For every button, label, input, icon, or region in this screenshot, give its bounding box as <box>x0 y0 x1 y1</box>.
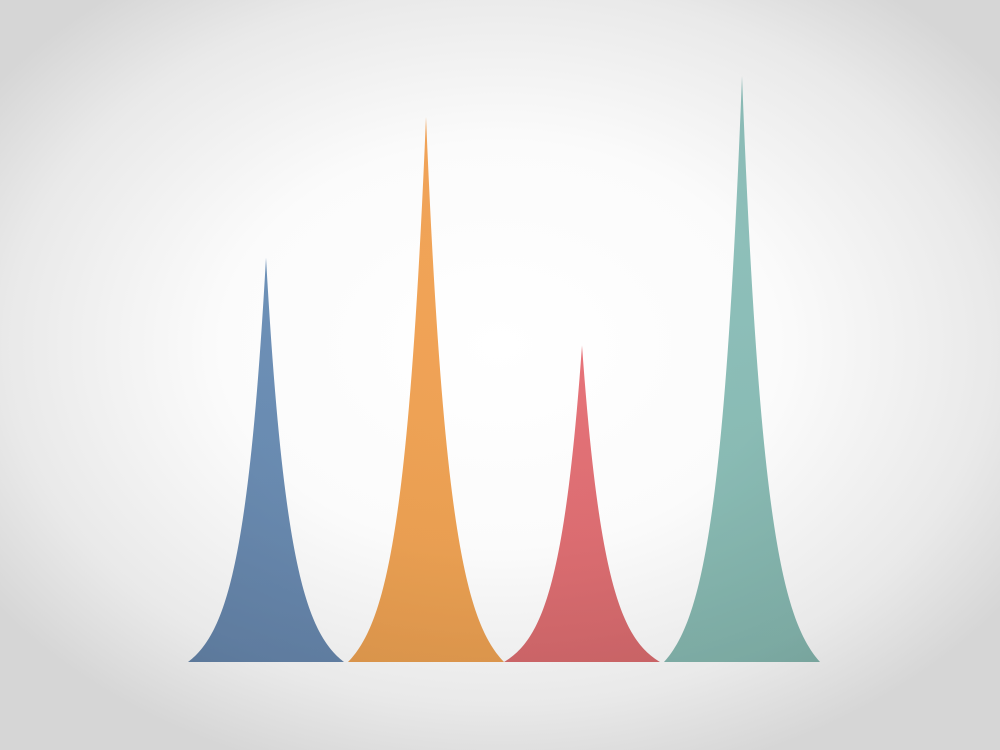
peak-2 <box>348 117 504 662</box>
peak-1 <box>188 257 344 662</box>
peak-3 <box>504 345 660 662</box>
peak-4 <box>664 76 820 662</box>
